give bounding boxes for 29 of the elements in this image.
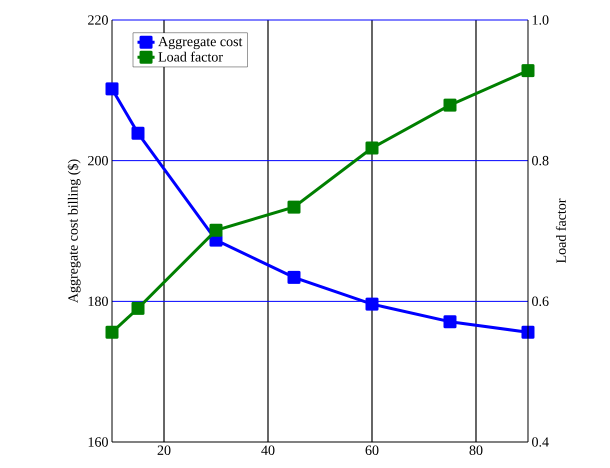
x-tick-label: 20 [158, 446, 170, 455]
point [288, 270, 300, 284]
point [366, 142, 378, 154]
point [288, 200, 300, 214]
x-tick-label: 40 [261, 446, 274, 455]
y-tick-label: 180 [88, 296, 108, 306]
y2-axis-title: Load factor [556, 198, 566, 264]
y-tick-label: 200 [88, 156, 108, 166]
point [443, 315, 456, 328]
point [132, 302, 145, 315]
y2-tick-label: 1.0 [532, 15, 548, 25]
point [210, 224, 223, 237]
y-axis-title: Aggregate cost billing ($) [67, 159, 81, 303]
point [521, 326, 534, 339]
point [366, 298, 378, 311]
y2-tick-label: 0.8 [532, 156, 548, 166]
point [106, 82, 119, 96]
y-tick-label: 220 [88, 15, 108, 25]
x-tick-label: 80 [470, 446, 482, 455]
y2-tick-label: 0.4 [532, 437, 549, 447]
point [443, 98, 456, 112]
legend-label: Aggregate cost [158, 36, 242, 50]
point [521, 64, 534, 78]
point [132, 126, 145, 140]
x-tick-label: 60 [366, 446, 378, 455]
y2-tick-label: 0.6 [532, 296, 549, 306]
point [106, 326, 119, 339]
y-tick-label: 160 [88, 437, 108, 447]
legend-label: Load factor [158, 52, 223, 62]
